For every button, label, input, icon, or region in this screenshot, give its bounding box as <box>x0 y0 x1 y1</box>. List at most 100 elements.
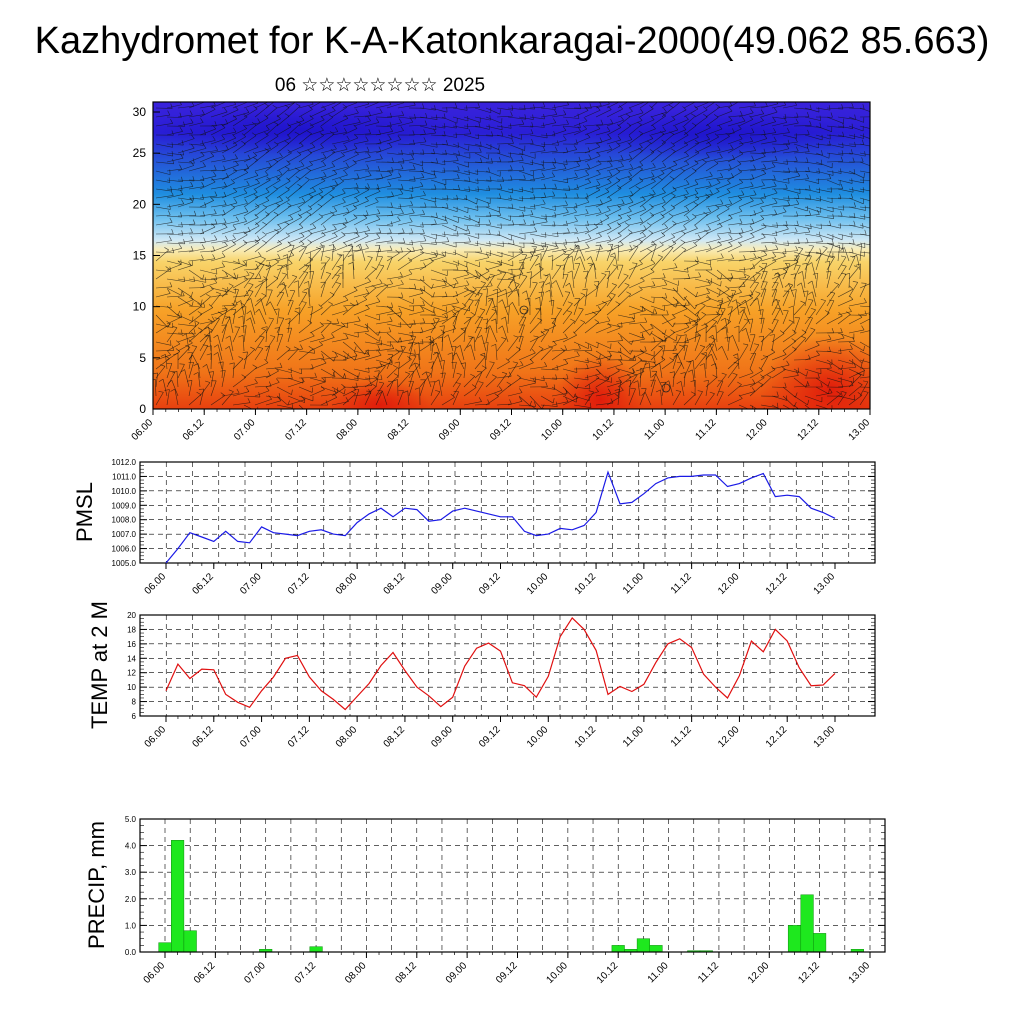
wind-barb <box>221 144 238 154</box>
wind-barb <box>859 179 870 181</box>
wind-barb <box>177 132 193 136</box>
wind-barb <box>243 182 260 190</box>
wind-barb-flag <box>201 228 205 234</box>
wind-barb <box>265 174 283 181</box>
wind-barb-flag <box>444 184 447 190</box>
wind-barb-flag <box>353 124 358 129</box>
wind-barb-flag <box>694 139 700 144</box>
wind-barb-flag <box>340 151 345 156</box>
wind-barb <box>221 118 237 127</box>
wind-barb-flag <box>875 363 877 368</box>
wind-barb <box>529 248 545 253</box>
wind-barb-flag <box>628 207 632 212</box>
wind-barb-flag <box>232 167 237 172</box>
wind-barb-flag <box>409 117 414 123</box>
wind-barb <box>661 207 676 217</box>
wind-barb-flag <box>738 150 744 155</box>
wind-barb <box>705 191 720 199</box>
wind-barb <box>419 170 435 176</box>
wind-barb <box>430 179 447 186</box>
wind-barb <box>848 188 864 193</box>
wind-barb-flag <box>244 198 248 204</box>
wind-barb <box>540 215 556 218</box>
heatmap-x-tick-label: 11.12 <box>694 417 719 442</box>
wind-barb-flag <box>786 127 790 133</box>
wind-barb-flag <box>164 247 169 251</box>
wind-barb <box>177 223 196 226</box>
wind-barb <box>606 171 621 181</box>
wind-barb-flag <box>863 172 865 178</box>
wind-barb-flag <box>642 232 646 237</box>
wind-barb-flag <box>329 211 335 215</box>
wind-barb <box>221 137 236 145</box>
wind-barb <box>474 242 491 247</box>
wind-barb <box>606 159 624 163</box>
wind-barb-flag <box>738 134 743 140</box>
wind-barb-flag <box>223 181 227 187</box>
wind-barb-flag <box>454 102 458 108</box>
wind-barb <box>518 161 533 165</box>
wind-barb <box>738 229 753 235</box>
wind-barb <box>441 152 460 156</box>
wind-barb <box>309 191 323 199</box>
wind-barb-flag <box>693 105 699 110</box>
wind-barb <box>837 179 853 184</box>
wind-barb-flag <box>598 208 602 213</box>
wind-barb-flag <box>783 117 788 123</box>
wind-barb-flag <box>491 158 493 164</box>
wind-barb <box>551 248 567 253</box>
wind-barb <box>188 197 204 200</box>
wind-barb <box>661 107 674 118</box>
wind-barb <box>342 187 359 190</box>
wind-barb <box>628 235 646 244</box>
wind-barb-flag <box>704 229 709 234</box>
wind-barb <box>529 233 547 238</box>
wind-barb-flag <box>364 196 369 202</box>
wind-barb-flag <box>253 105 258 110</box>
wind-barb-flag <box>709 171 713 177</box>
wind-barb <box>397 116 416 120</box>
wind-barb <box>749 237 766 244</box>
wind-barb-flag <box>568 185 571 191</box>
wind-barb-flag <box>694 133 699 138</box>
wind-barb-flag <box>279 152 283 158</box>
wind-barb <box>595 239 611 244</box>
wind-barb <box>188 248 205 253</box>
wind-barb-flag <box>750 181 754 187</box>
temp-x-tick-label: 07.12 <box>286 724 312 750</box>
wind-barb-flag <box>498 193 502 199</box>
wind-barb <box>364 201 379 208</box>
wind-barb <box>287 134 300 145</box>
wind-barb-flag <box>253 188 258 193</box>
wind-barb-flag <box>212 124 217 130</box>
wind-barb <box>155 179 170 183</box>
wind-barb-flag <box>617 123 622 128</box>
wind-barb-flag <box>420 244 424 250</box>
wind-barb-flag <box>685 189 689 195</box>
wind-barb <box>166 143 184 146</box>
wind-barb <box>727 171 742 181</box>
wind-barb-flag <box>851 232 853 238</box>
wind-barb-flag <box>795 156 798 162</box>
wind-barb <box>375 125 392 127</box>
temp-x-tick-label: 09.12 <box>477 724 503 750</box>
wind-barb <box>496 197 512 201</box>
wind-barb <box>672 129 687 136</box>
wind-barb <box>188 148 207 154</box>
wind-barb-flag <box>716 95 720 98</box>
wind-barb <box>661 195 676 208</box>
wind-barb <box>738 112 754 118</box>
wind-barb-flag <box>714 133 719 138</box>
precip-y-tick-label: 0.0 <box>125 948 137 957</box>
wind-barb <box>320 196 334 208</box>
wind-barb <box>584 141 603 145</box>
wind-barb-flag <box>737 241 742 246</box>
wind-barb-flag <box>400 208 404 214</box>
wind-barb-flag <box>618 214 623 219</box>
wind-barb-flag <box>607 224 612 229</box>
wind-barb-flag <box>599 199 603 205</box>
wind-barb <box>485 224 502 229</box>
wind-barb-flag <box>322 225 327 230</box>
wind-barb <box>177 179 195 182</box>
wind-barb-flag <box>380 173 384 179</box>
